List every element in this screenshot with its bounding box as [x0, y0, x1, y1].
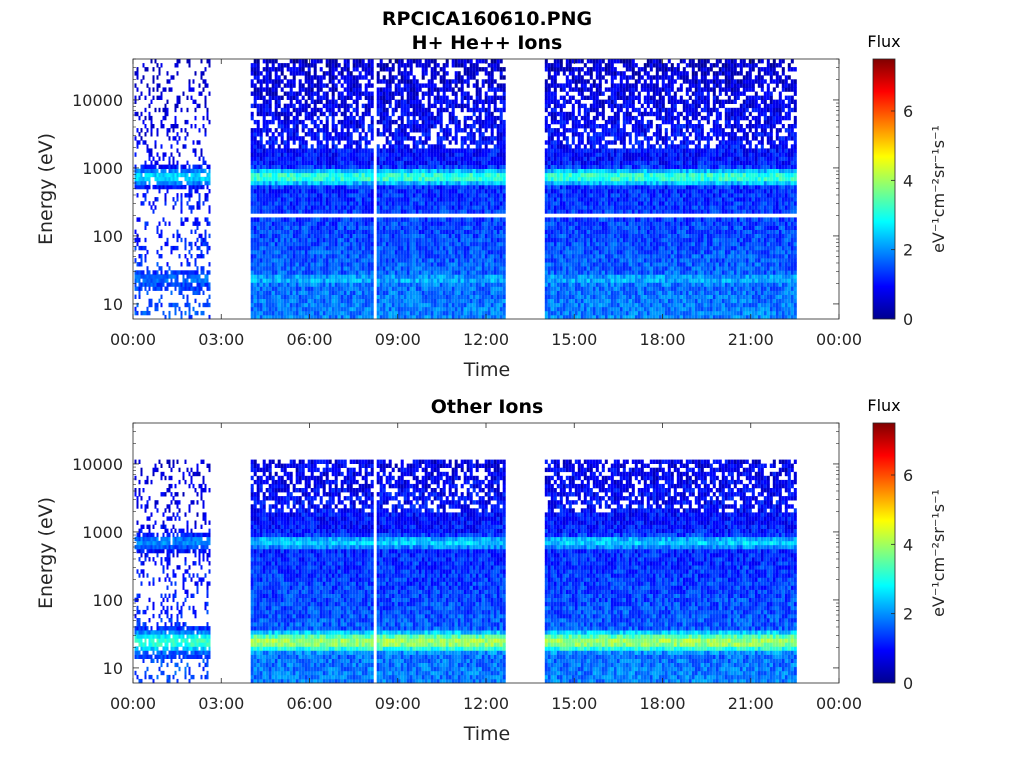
x-tick-label: 21:00: [728, 694, 774, 713]
colorbar-tick-label: 2: [903, 605, 913, 624]
spectrogram-image: [134, 459, 797, 684]
y-axis-label: Energy (eV): [35, 133, 57, 245]
colorbar-tick-label: 6: [903, 102, 913, 121]
colorbar-tick-label: 4: [903, 535, 913, 554]
colorbar-tick-label: 6: [903, 466, 913, 485]
y-tick-label: 10: [103, 659, 123, 678]
y-tick-label: 10000: [72, 455, 123, 474]
y-axis-ticks: 10 100 1000 10000: [72, 422, 839, 678]
colorbar-ticks: 0 2 4 6: [891, 466, 913, 693]
x-tick-label: 00:00: [816, 330, 862, 349]
panel-title: H+ He++ Ions: [412, 32, 563, 54]
x-axis-label: Time: [463, 723, 511, 745]
x-axis-label: Time: [463, 359, 511, 381]
colorbar-title: Flux: [867, 32, 900, 51]
figure-title: RPCICA160610.PNG: [382, 8, 592, 30]
x-tick-label: 09:00: [375, 694, 421, 713]
x-tick-label: 18:00: [639, 694, 685, 713]
colorbar-tick-label: 2: [903, 241, 913, 260]
x-tick-label: 06:00: [286, 694, 332, 713]
x-tick-label: 00:00: [110, 694, 156, 713]
panel-title: Other Ions: [431, 396, 544, 418]
colorbar-title: Flux: [867, 396, 900, 415]
colorbar-tick-label: 0: [903, 310, 913, 329]
colorbar: [872, 58, 896, 320]
y-tick-label: 100: [92, 591, 123, 610]
colorbar-tick-label: 0: [903, 674, 913, 693]
x-axis-ticks: 00:00 03:00 06:00 09:00 12:00 15:00 18:00 21:00…: [110, 423, 862, 713]
x-tick-label: 12:00: [463, 330, 509, 349]
y-axis-label: Energy (eV): [35, 497, 57, 609]
panel-other-ions: Other Ions 00:00 03:00 06:00 09:00 12:00 15:0…: [35, 396, 948, 745]
x-tick-label: 18:00: [639, 330, 685, 349]
colorbar: [872, 422, 896, 684]
x-tick-label: 15:00: [551, 330, 597, 349]
x-tick-label: 03:00: [198, 330, 244, 349]
x-tick-label: 00:00: [110, 330, 156, 349]
spectrogram-image: [134, 59, 797, 320]
x-tick-label: 06:00: [286, 330, 332, 349]
x-tick-label: 09:00: [375, 330, 421, 349]
y-axis-ticks: 10 100 1000 10000: [72, 58, 839, 314]
x-tick-label: 03:00: [198, 694, 244, 713]
colorbar-unit-label: eV⁻¹cm⁻²sr⁻¹s⁻¹: [929, 125, 948, 253]
y-tick-label: 10000: [72, 91, 123, 110]
colorbar-ticks: 0 2 4 6: [891, 102, 913, 329]
x-tick-label: 21:00: [728, 330, 774, 349]
colorbar-tick-label: 4: [903, 171, 913, 190]
x-tick-label: 00:00: [816, 694, 862, 713]
y-tick-label: 100: [92, 227, 123, 246]
y-tick-label: 1000: [82, 523, 123, 542]
x-axis-ticks: 00:00 03:00 06:00 09:00 12:00 15:00 18:00 21:00…: [110, 59, 862, 349]
panel-h-he-ions: H+ He++ Ions 00:00 03:00 06:00 09:00 12:00 15…: [35, 32, 948, 381]
y-tick-label: 1000: [82, 159, 123, 178]
y-tick-label: 10: [103, 295, 123, 314]
x-tick-label: 12:00: [463, 694, 509, 713]
colorbar-unit-label: eV⁻¹cm⁻²sr⁻¹s⁻¹: [929, 489, 948, 617]
x-tick-label: 15:00: [551, 694, 597, 713]
